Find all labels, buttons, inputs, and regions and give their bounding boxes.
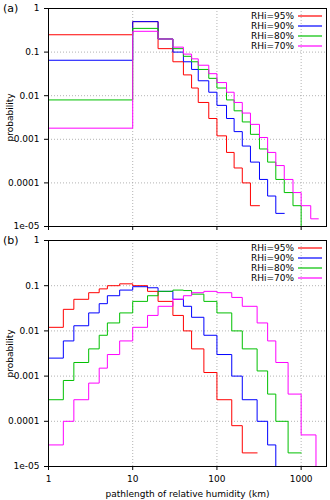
html-text:RHi=70%: RHi=70% [250,41,294,51]
svg-text:0.0001: 0.0001 [8,416,40,426]
html-text:RHi=90%: RHi=90% [250,21,294,31]
svg-text:0.1: 0.1 [25,47,39,57]
svg-text:probability: probability [5,329,15,378]
html-text:RHi=70%: RHi=70% [250,273,294,283]
svg-text:0.0001: 0.0001 [8,178,40,188]
svg-text:1: 1 [46,474,52,484]
html-text:RHi=80%: RHi=80% [250,31,294,41]
html-text:(b): (b) [3,234,19,247]
html-text:(a): (a) [3,2,19,15]
svg-text:0.1: 0.1 [25,281,39,291]
html-text:RHi=95%: RHi=95% [250,11,294,21]
html-text:RHi=90%: RHi=90% [250,253,294,263]
svg-text:1000: 1000 [290,474,313,484]
svg-text:1e-05: 1e-05 [14,461,40,471]
svg-text:pathlength of relative humidit: pathlength of relative humidity (km) [106,489,270,499]
svg-text:probability: probability [5,93,15,142]
svg-text:100: 100 [208,474,225,484]
html-text:RHi=80%: RHi=80% [250,263,294,273]
svg-text:0.001: 0.001 [14,371,40,381]
svg-text:10: 10 [127,474,139,484]
svg-text:1: 1 [34,235,40,245]
svg-text:1: 1 [34,3,40,13]
html-text:RHi=95%: RHi=95% [250,243,294,253]
svg-text:0.01: 0.01 [19,91,39,101]
svg-text:0.01: 0.01 [19,326,39,336]
svg-text:0.001: 0.001 [14,134,40,144]
svg-text:1e-05: 1e-05 [14,221,40,231]
